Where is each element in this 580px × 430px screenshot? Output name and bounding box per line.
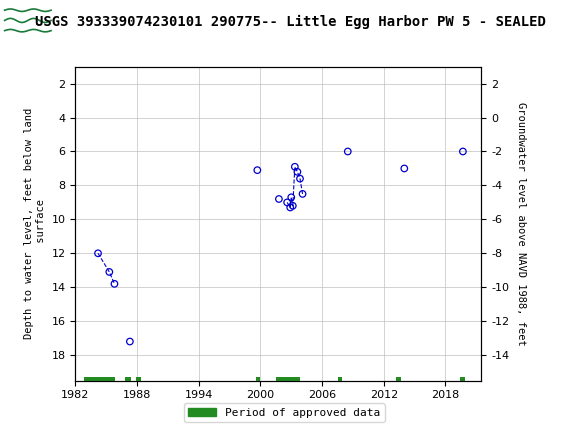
Y-axis label: Depth to water level, feet below land
 surface: Depth to water level, feet below land su… xyxy=(24,108,46,339)
Point xyxy=(343,148,353,155)
Bar xyxy=(460,377,465,384)
FancyBboxPatch shape xyxy=(3,2,52,39)
Bar xyxy=(338,377,342,384)
Legend: Period of approved data: Period of approved data xyxy=(184,403,385,422)
Point xyxy=(125,338,135,345)
Point xyxy=(110,280,119,287)
Point xyxy=(104,268,114,275)
Bar xyxy=(136,377,141,384)
Point xyxy=(282,199,292,206)
Bar xyxy=(84,377,115,384)
Text: USGS 393339074230101 290775-- Little Egg Harbor PW 5 - SEALED: USGS 393339074230101 290775-- Little Egg… xyxy=(35,15,545,29)
Point xyxy=(293,169,302,175)
Text: USGS: USGS xyxy=(58,11,118,30)
Point xyxy=(290,163,299,170)
Point xyxy=(287,194,296,201)
Point xyxy=(295,175,305,182)
Point xyxy=(274,196,284,203)
Point xyxy=(288,203,298,209)
Point xyxy=(285,204,295,211)
Bar xyxy=(256,377,260,384)
Bar xyxy=(396,377,401,384)
Point xyxy=(458,148,467,155)
Y-axis label: Groundwater level above NAVD 1988, feet: Groundwater level above NAVD 1988, feet xyxy=(516,102,526,345)
Bar xyxy=(276,377,300,384)
Point xyxy=(400,165,409,172)
Point xyxy=(253,167,262,174)
Point xyxy=(93,250,103,257)
Point xyxy=(298,190,307,197)
Bar xyxy=(125,377,131,384)
